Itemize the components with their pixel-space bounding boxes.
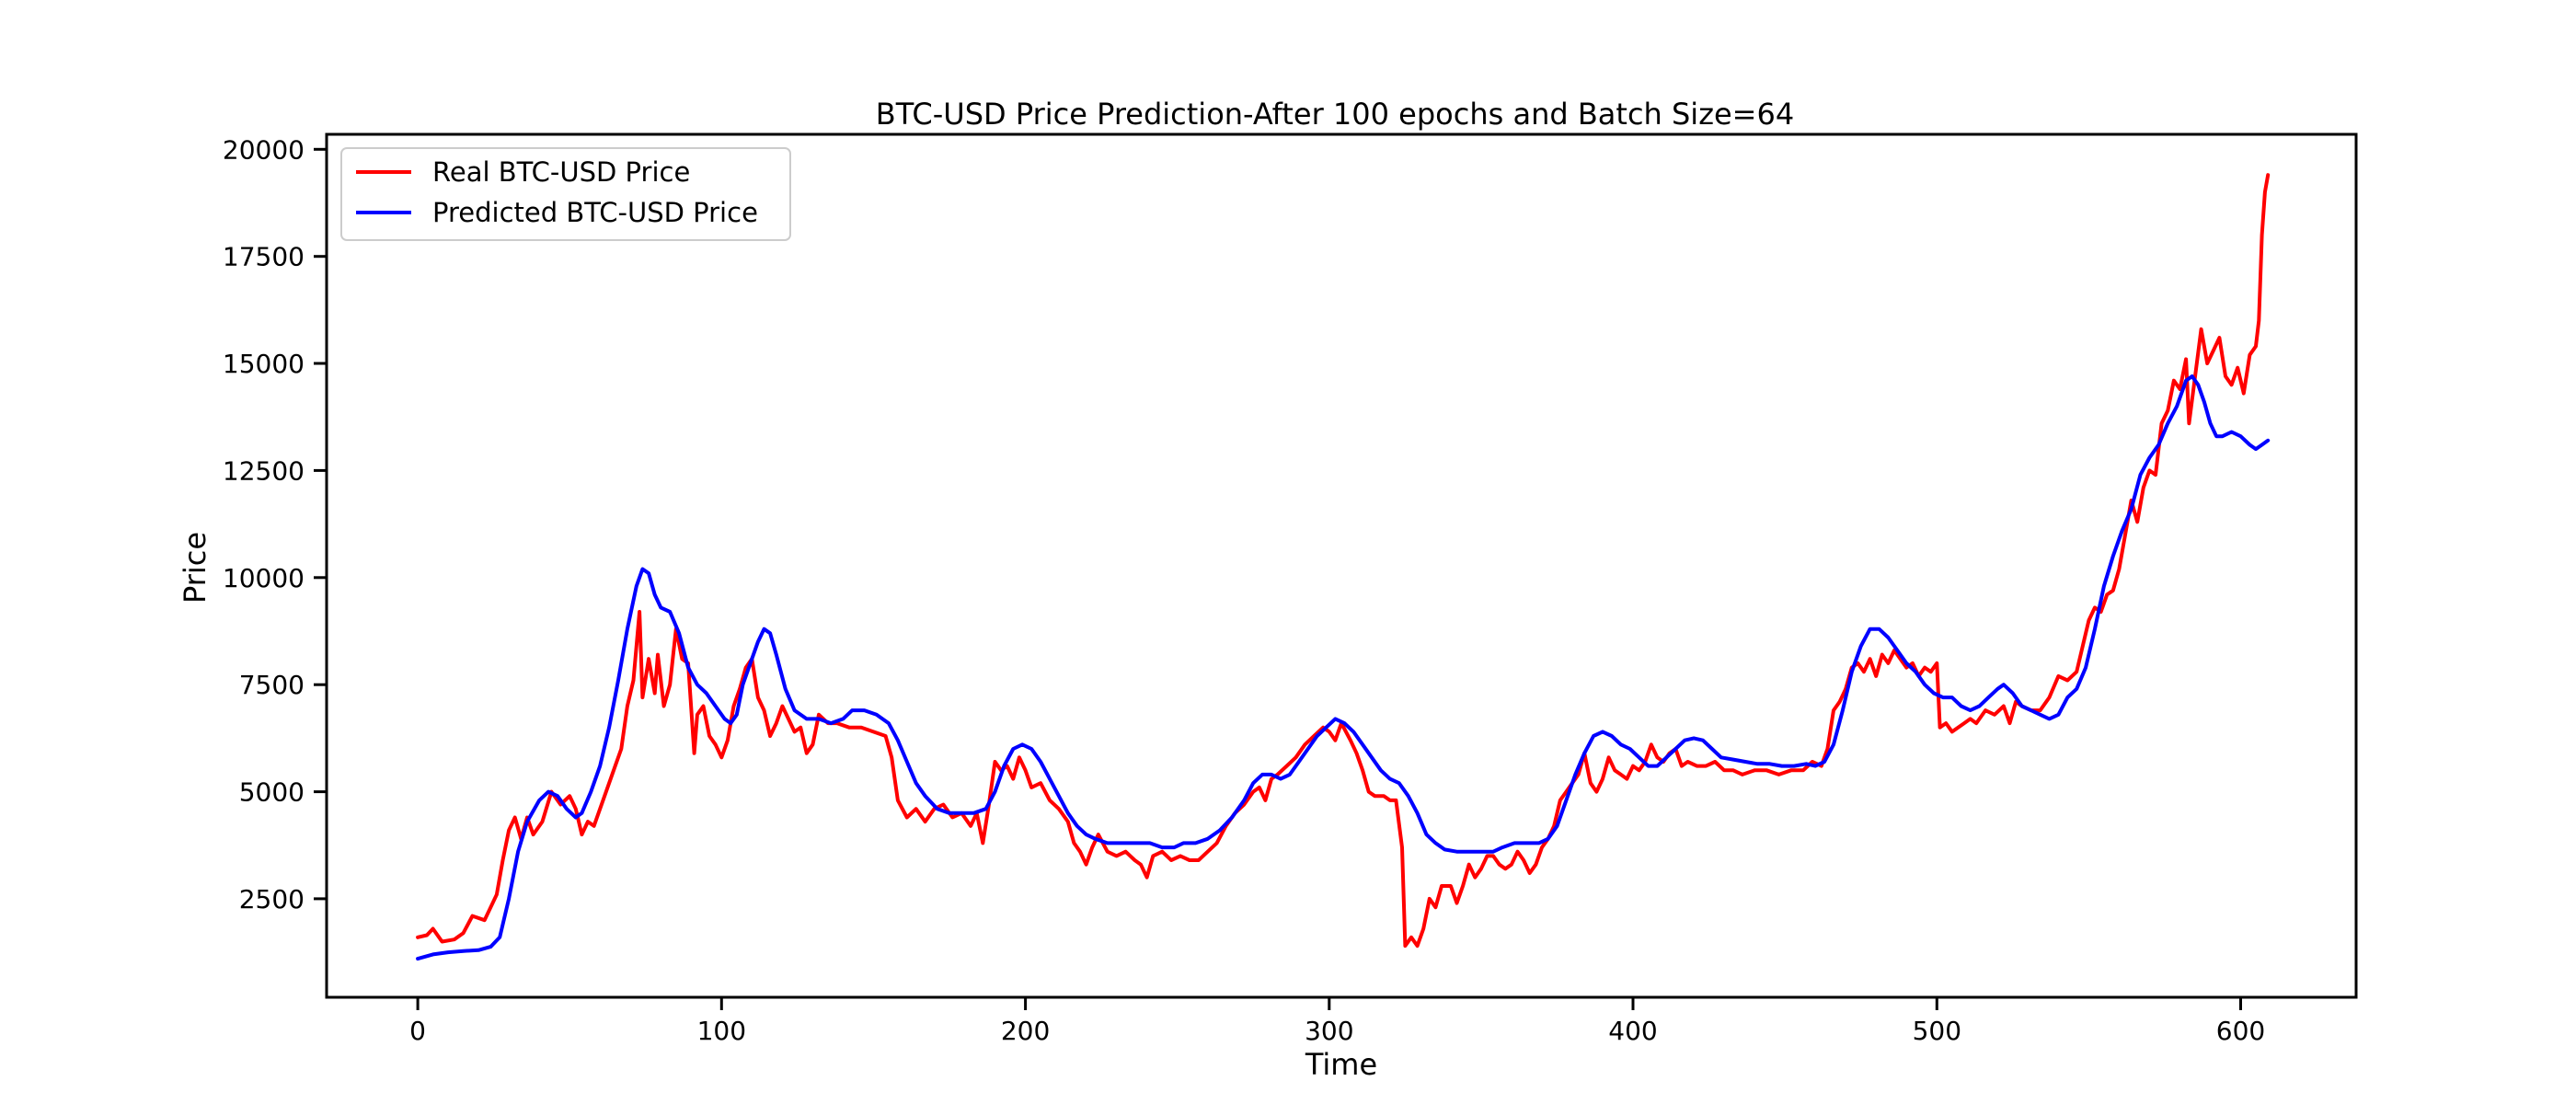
x-tick-label: 400 xyxy=(1608,1016,1657,1046)
x-tick-label: 600 xyxy=(2216,1016,2265,1046)
series-line-predicted xyxy=(416,374,2271,961)
legend-label-real: Real BTC-USD Price xyxy=(432,156,690,188)
y-tick-label: 20000 xyxy=(223,134,305,165)
x-tick-label: 200 xyxy=(1001,1016,1050,1046)
chart-title: BTC-USD Price Prediction-After 100 epoch… xyxy=(876,97,1794,132)
x-axis: 0 100 200 300 400 500 600 xyxy=(409,997,2265,1046)
series-layer xyxy=(416,173,2271,961)
y-tick-label: 5000 xyxy=(239,777,305,808)
y-axis: 2500 5000 7500 10000 12500 15000 17500 20000 xyxy=(223,134,327,914)
x-tick-label: 500 xyxy=(1913,1016,1961,1046)
x-tick-label: 300 xyxy=(1305,1016,1353,1046)
legend-label-predicted: Predicted BTC-USD Price xyxy=(432,197,758,228)
x-axis-label: Time xyxy=(1305,1047,1377,1082)
y-tick-label: 17500 xyxy=(223,242,305,272)
y-tick-label: 2500 xyxy=(239,884,305,914)
x-tick-label: 100 xyxy=(697,1016,746,1046)
legend: Real BTC-USD Price Predicted BTC-USD Pri… xyxy=(340,147,791,241)
y-tick-label: 7500 xyxy=(239,670,305,700)
x-tick-label: 0 xyxy=(409,1016,426,1046)
y-tick-label: 12500 xyxy=(223,455,305,486)
y-axis-label: Price xyxy=(178,532,213,604)
plot-area xyxy=(325,132,2358,999)
y-tick-label: 10000 xyxy=(223,563,305,593)
legend-box xyxy=(340,147,791,241)
y-tick-label: 15000 xyxy=(223,349,305,379)
series-line-real xyxy=(416,173,2271,949)
